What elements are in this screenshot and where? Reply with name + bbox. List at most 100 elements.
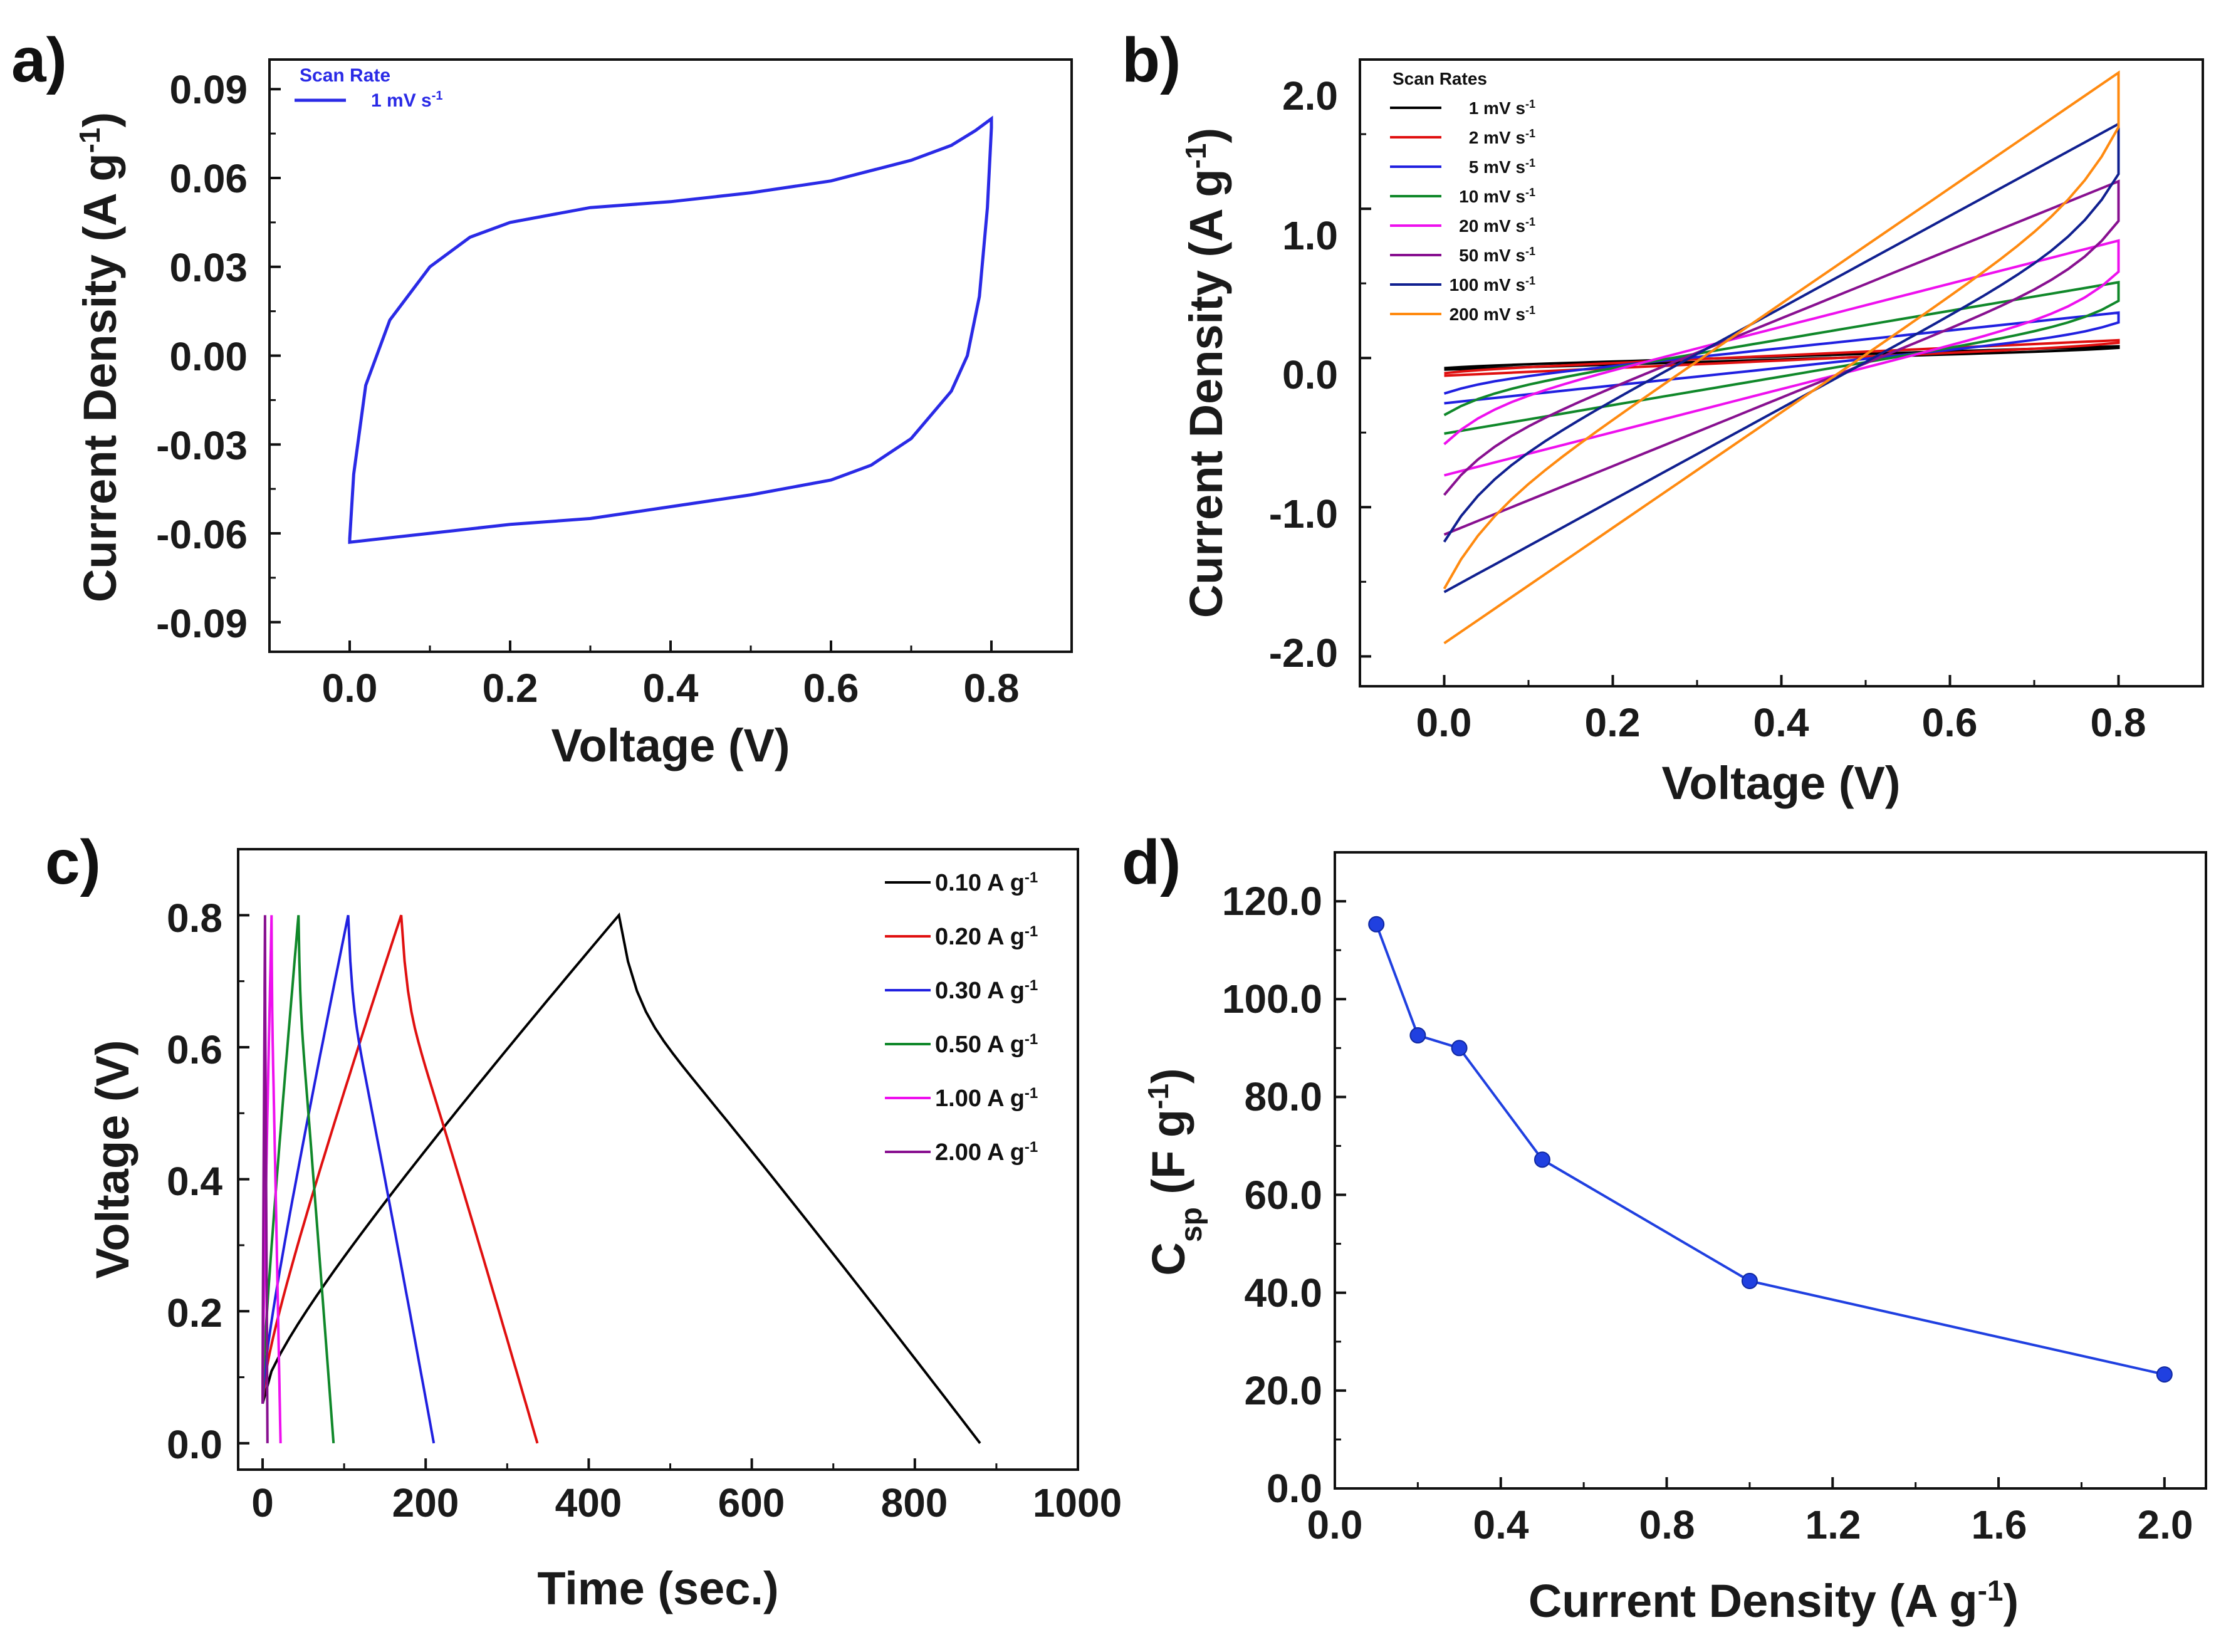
panel-c-xtick-1: 200 [392,1480,459,1525]
panel-c-xtick-4: 800 [881,1480,948,1525]
panel-c-ticks [238,914,1079,1470]
panel-c-legend-entry: 0.10 A g-1 [935,869,1038,897]
panel-d-xtick-5: 2.0 [2138,1502,2193,1547]
panel-b-curve-6 [1443,179,2120,536]
panel-d-ylabel-sup: -1 [1142,1084,1174,1109]
panel-a-cv-curve [348,115,993,544]
panel-c-legend-entry: 1.00 A g-1 [935,1085,1038,1112]
panel-b-legend-entry: 50 mV s-1 [1459,245,1535,265]
panel-c-legend-entry-main: 1.00 A g [935,1085,1025,1112]
panel-c-curve-1 [261,912,981,1445]
panel-c-xtick-5: 1000 [1033,1480,1122,1525]
panel-b-ytick-1: 1.0 [1282,213,1338,258]
panel-d-ytick-4: 80.0 [1244,1074,1322,1119]
panel-b-ylabel-sup: -1 [1179,143,1212,169]
panel-b-legend: 1 mV s-12 mV s-15 mV s-110 mV s-120 mV s… [1390,98,1535,324]
panel-a-xtick-3: 0.6 [803,666,859,711]
panel-b-ticks [1360,58,2120,686]
panel-b-legend-entry-main: 1 mV s [1469,98,1525,118]
panel-a-xtick-2: 0.4 [643,666,699,711]
panel-d-ytick-2: 40.0 [1244,1270,1322,1315]
panel-d-xlabel-close: ) [2004,1575,2019,1627]
panel-b-legend-title: Scan Rates [1393,69,1487,88]
panel-a-legend-entry-sup: -1 [432,89,443,103]
panel-c-legend-entry-main: 0.10 A g [935,870,1025,896]
panel-c-legend-entry-sup: -1 [1025,1031,1038,1048]
panel-c-xtick-2: 400 [555,1480,622,1525]
panel-b-legend-entry-main: 200 mV s [1450,305,1525,324]
panel-c-label: c) [45,827,101,897]
panel-b-curves [1443,70,2120,645]
panel-d-point-6 [2156,1366,2173,1383]
panel-b-xtick-1: 0.2 [1585,700,1641,745]
panel-d-ylabel-rest: (F g [1142,1109,1194,1207]
panel-a-ylabel: Current Density (A g-1) [73,112,126,602]
panel-a-legend-entry: 1 mV s-1 [371,89,443,111]
panel-c-legend-entry-sup: -1 [1025,1139,1038,1156]
panel-c-curve-3 [261,914,436,1444]
panel-d-point-1 [1368,916,1385,933]
panel-d-ylabel-close: ) [1142,1068,1194,1084]
panel-a-ytick-4: -0.03 [156,423,248,468]
panel-b-legend-entry: 2 mV s-1 [1469,127,1535,147]
panel-a-ylabel-sup: -1 [73,127,106,153]
panel-b-legend-entry: 20 mV s-1 [1459,216,1535,236]
panel-a-plot-frame [268,58,1073,653]
panel-d-point-3 [1451,1040,1468,1057]
panel-a-legend-title: Scan Rate [300,65,390,86]
panel-c-legend-entry-sup: -1 [1025,869,1038,886]
panel-d-point-5 [1741,1272,1758,1289]
panel-c-legend-entry: 0.50 A g-1 [935,1031,1038,1059]
panel-b-legend-entry-sup: -1 [1525,98,1535,110]
panel-c-legend-entry-sup: -1 [1025,977,1038,994]
panel-d-ylabel: Csp (F g-1) [1142,1068,1208,1275]
panel-c-legend-entry: 0.20 A g-1 [935,923,1038,951]
panel-c-legend-entry: 2.00 A g-1 [935,1139,1038,1166]
panel-a-ytick-1: 0.06 [169,156,248,201]
panel-b-legend-entry-main: 50 mV s [1459,246,1525,265]
panel-d: d) 0.0 20.0 40.0 60.0 80.0 100.0 120.0 0… [1122,827,2207,1627]
panel-b-ylabel-close: ) [1180,128,1232,144]
panel-d-line [1375,924,2165,1376]
panel-b-ytick-4: -2.0 [1269,630,1338,676]
panel-d-ylabel-sub: sp [1175,1207,1208,1242]
panel-d-xlabel-sup: -1 [1978,1574,2004,1607]
panel-b-xtick-0: 0.0 [1416,700,1472,745]
panel-b-ytick-3: -1.0 [1269,491,1338,536]
panel-a-label: a) [11,25,67,95]
panel-a-xtick-1: 0.2 [483,666,538,711]
panel-d-xlabel-main: Current Density (A g [1528,1575,1978,1627]
panel-a-xtick-0: 0.0 [322,666,378,711]
panel-d-xtick-2: 0.8 [1639,1502,1695,1547]
panel-b-legend-entry: 100 mV s-1 [1450,274,1535,295]
panel-a-ticks [269,88,993,652]
panel-d-ylabel-c: C [1142,1242,1194,1275]
panel-b-curve-4 [1443,281,2120,435]
panel-c-ytick-2: 0.4 [167,1159,222,1204]
panel-b-legend-entry-main: 100 mV s [1450,275,1525,295]
panel-d-label: d) [1122,827,1181,897]
panel-b-legend-entry-sup: -1 [1525,304,1535,316]
panel-c-curve-6 [261,915,269,1443]
panel-d-point-4 [1534,1151,1550,1168]
panel-d-ytick-0: 0.0 [1267,1466,1322,1511]
panel-b-curve-7 [1443,122,2120,593]
panel-b-curve-8 [1443,70,2120,645]
panel-a-ytick-6: -0.09 [156,601,248,646]
panel-c-plot-frame [237,848,1079,1471]
panel-c-legend-entry: 0.30 A g-1 [935,977,1038,1005]
panel-a-ytick-5: -0.06 [156,512,248,557]
panel-b-ytick-2: 0.0 [1282,352,1338,397]
panel-a-legend-entry-main: 1 mV s [371,90,432,111]
panel-a-ytick-2: 0.03 [169,245,248,290]
panel-b-legend-entry-main: 2 mV s [1469,128,1525,147]
panel-d-xtick-0: 0.0 [1307,1502,1363,1547]
panel-d-ytick-1: 20.0 [1244,1368,1322,1413]
panel-a-ylabel-main: Current Density (A g [74,153,126,602]
panel-b-ylabel-main: Current Density (A g [1180,169,1232,618]
panel-d-xtick-3: 1.2 [1805,1502,1861,1547]
panel-c-curve-2 [261,914,539,1444]
panel-b-ytick-0: 2.0 [1282,73,1338,118]
panel-b-legend-entry-sup: -1 [1525,157,1535,169]
